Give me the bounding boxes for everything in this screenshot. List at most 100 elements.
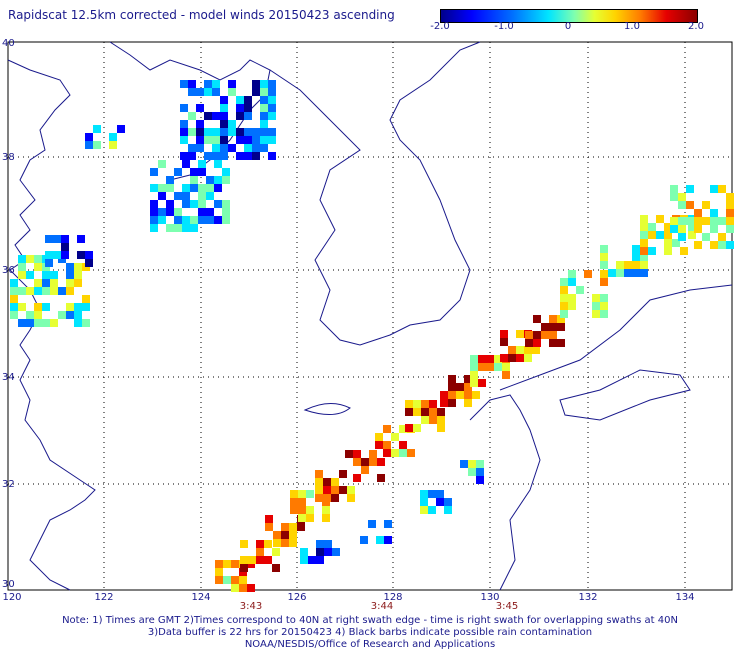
wind-cell — [656, 215, 664, 223]
wind-cell — [215, 560, 223, 568]
wind-cell — [74, 279, 82, 287]
wind-cell — [640, 269, 648, 277]
wind-cell — [568, 302, 576, 310]
wind-cell — [214, 160, 222, 168]
wind-cell — [158, 208, 166, 216]
wind-cell — [260, 104, 268, 112]
wind-cell — [182, 224, 190, 232]
wind-cell — [678, 193, 686, 201]
lat-label-34: 34 — [2, 372, 15, 383]
wind-cell — [74, 311, 82, 319]
wind-cell — [220, 144, 228, 152]
wind-cell — [421, 408, 429, 416]
wind-cell — [42, 279, 50, 287]
wind-cell — [525, 331, 533, 339]
wind-cell — [158, 160, 166, 168]
wind-cell — [557, 323, 565, 331]
wind-cell — [198, 168, 206, 176]
wind-cell — [18, 303, 26, 311]
wind-cell — [50, 287, 58, 295]
wind-cell — [648, 223, 656, 231]
wind-cell — [198, 200, 206, 208]
wind-cell — [436, 490, 444, 498]
wind-cell — [640, 247, 648, 255]
wind-cell — [694, 209, 702, 217]
wind-cell — [315, 486, 323, 494]
wind-cell — [568, 294, 576, 302]
wind-cell — [214, 184, 222, 192]
wind-cell — [290, 498, 298, 506]
wind-cell — [686, 201, 694, 209]
wind-cell — [516, 330, 524, 338]
wind-cell — [541, 331, 549, 339]
wind-cell — [26, 287, 34, 295]
wind-cell — [93, 125, 101, 133]
lon-label-120: 120 — [2, 592, 22, 603]
wind-cell — [34, 319, 42, 327]
wind-cell — [180, 80, 188, 88]
wind-cell — [239, 576, 247, 584]
wind-cell — [486, 355, 494, 363]
wind-cell — [45, 251, 53, 259]
lat-label-38: 38 — [2, 152, 15, 163]
jeju-island — [303, 403, 351, 415]
wind-cell — [640, 261, 648, 269]
wind-cell — [18, 287, 26, 295]
wind-cell — [252, 128, 260, 136]
wind-cell — [196, 104, 204, 112]
korea-coast — [269, 41, 481, 346]
wind-cell — [664, 223, 672, 231]
wind-cell — [239, 584, 247, 592]
wind-cell — [549, 323, 557, 331]
wind-cell — [640, 253, 648, 261]
wind-cell — [206, 184, 214, 192]
wind-cell — [444, 506, 452, 514]
wind-cell — [726, 225, 734, 233]
wind-cell — [557, 315, 565, 323]
wind-cell — [377, 458, 385, 466]
note-line-1: Note: 1) Times are GMT 2)Times correspon… — [62, 615, 678, 626]
wind-cell — [42, 303, 50, 311]
wind-cell — [298, 514, 306, 522]
wind-cell — [399, 449, 407, 457]
wind-cell — [264, 556, 272, 564]
wind-cell — [524, 354, 532, 362]
wind-cell — [718, 233, 726, 241]
wind-cell — [436, 498, 444, 506]
wind-cell — [26, 271, 34, 279]
wind-cell — [248, 556, 256, 564]
wind-cell — [198, 192, 206, 200]
wind-cell — [66, 263, 74, 271]
wind-cell — [158, 192, 166, 200]
wind-cell — [244, 96, 252, 104]
wind-cell — [272, 548, 280, 556]
wind-cell — [222, 168, 230, 176]
wind-cell — [150, 208, 158, 216]
wind-cell — [260, 144, 268, 152]
wind-cell — [220, 104, 228, 112]
wind-cell — [34, 311, 42, 319]
wind-cell — [268, 136, 276, 144]
wind-cell — [188, 112, 196, 120]
wind-cell — [66, 279, 74, 287]
wind-cell — [18, 319, 26, 327]
wind-cell — [150, 168, 158, 176]
wind-cell — [247, 584, 255, 592]
wind-cell — [260, 80, 268, 88]
wind-cell — [166, 200, 174, 208]
wind-cell — [18, 255, 26, 263]
wind-cell — [85, 133, 93, 141]
wind-cell — [228, 144, 236, 152]
map-frame — [7, 41, 733, 591]
wind-cell — [256, 556, 264, 564]
wind-cell — [694, 217, 702, 225]
wind-cell — [710, 209, 718, 217]
wind-cell — [600, 278, 608, 286]
wind-cell — [624, 261, 632, 269]
wind-cell — [322, 506, 330, 514]
wind-cell — [470, 355, 478, 363]
wind-cell — [560, 278, 568, 286]
wind-cell — [188, 144, 196, 152]
wind-cell — [66, 271, 74, 279]
wind-cell — [289, 523, 297, 531]
